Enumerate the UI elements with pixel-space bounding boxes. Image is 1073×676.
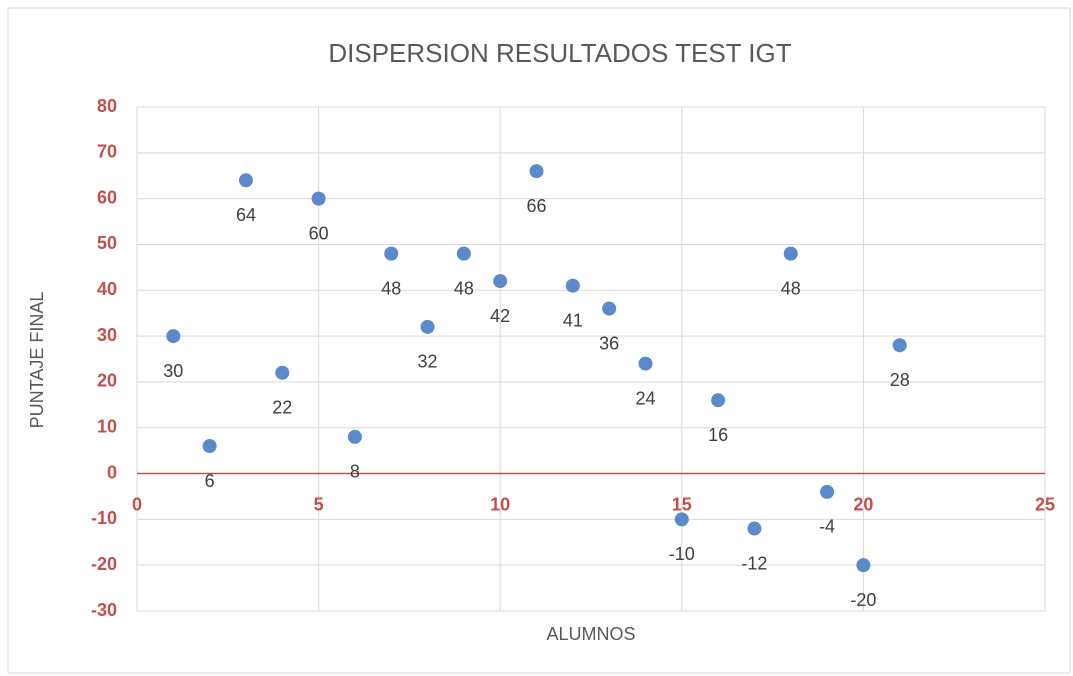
data-label: -12 [741, 553, 767, 573]
x-tick-label: 15 [672, 494, 692, 514]
data-label: 64 [236, 205, 256, 225]
point [856, 558, 871, 573]
point [347, 429, 362, 444]
y-tick-label: 20 [97, 371, 117, 391]
point [747, 521, 762, 536]
data-label: 28 [890, 370, 910, 390]
data-label: 66 [527, 196, 547, 216]
point [420, 319, 435, 334]
y-tick-label: -20 [91, 554, 117, 574]
point [602, 301, 617, 316]
y-tick-label: 50 [97, 233, 117, 253]
point [202, 439, 217, 454]
data-label: 32 [418, 352, 438, 372]
point [493, 274, 508, 289]
point [529, 164, 544, 179]
x-tick-label: 25 [1035, 494, 1055, 514]
point [166, 329, 181, 344]
point [238, 173, 253, 188]
point [384, 246, 399, 261]
data-label: 60 [309, 223, 329, 243]
point [783, 246, 798, 261]
point [638, 356, 653, 371]
chart-frame [7, 7, 1071, 674]
y-tick-label: 70 [97, 142, 117, 162]
y-tick-label: 10 [97, 416, 117, 436]
data-label: 42 [490, 306, 510, 326]
data-label: 36 [599, 333, 619, 353]
point [674, 512, 689, 527]
point [311, 191, 326, 206]
data-label: -4 [819, 517, 835, 537]
y-tick-label: -10 [91, 508, 117, 528]
x-tick-label: 20 [853, 494, 873, 514]
data-label: 48 [381, 278, 401, 298]
data-label: -20 [850, 590, 876, 610]
data-label: 30 [163, 361, 183, 381]
data-label: 8 [350, 462, 360, 482]
point [456, 246, 471, 261]
data-label: 48 [454, 278, 474, 298]
x-tick-label: 5 [314, 494, 324, 514]
point [275, 365, 290, 380]
data-label: 6 [205, 471, 215, 491]
data-label: 16 [708, 425, 728, 445]
y-tick-label: 60 [97, 187, 117, 207]
point [892, 338, 907, 353]
y-tick-label: 40 [97, 279, 117, 299]
data-label: 24 [635, 388, 655, 408]
point [820, 484, 835, 499]
chart-title: DISPERSION RESULTADOS TEST IGT [328, 38, 791, 68]
data-label: 41 [563, 310, 583, 330]
x-axis-label: ALUMNOS [546, 624, 635, 644]
point [565, 278, 580, 293]
data-label: -10 [669, 544, 695, 564]
x-tick-label: 0 [132, 494, 142, 514]
y-tick-label: 80 [97, 96, 117, 116]
data-label: 22 [272, 397, 292, 417]
data-label: 48 [781, 278, 801, 298]
y-tick-label: 30 [97, 325, 117, 345]
point [711, 393, 726, 408]
x-tick-label: 10 [490, 494, 510, 514]
y-tick-label: 0 [107, 462, 117, 482]
y-tick-label: -30 [91, 600, 117, 620]
y-axis-label: PUNTAJE FINAL [27, 292, 47, 429]
